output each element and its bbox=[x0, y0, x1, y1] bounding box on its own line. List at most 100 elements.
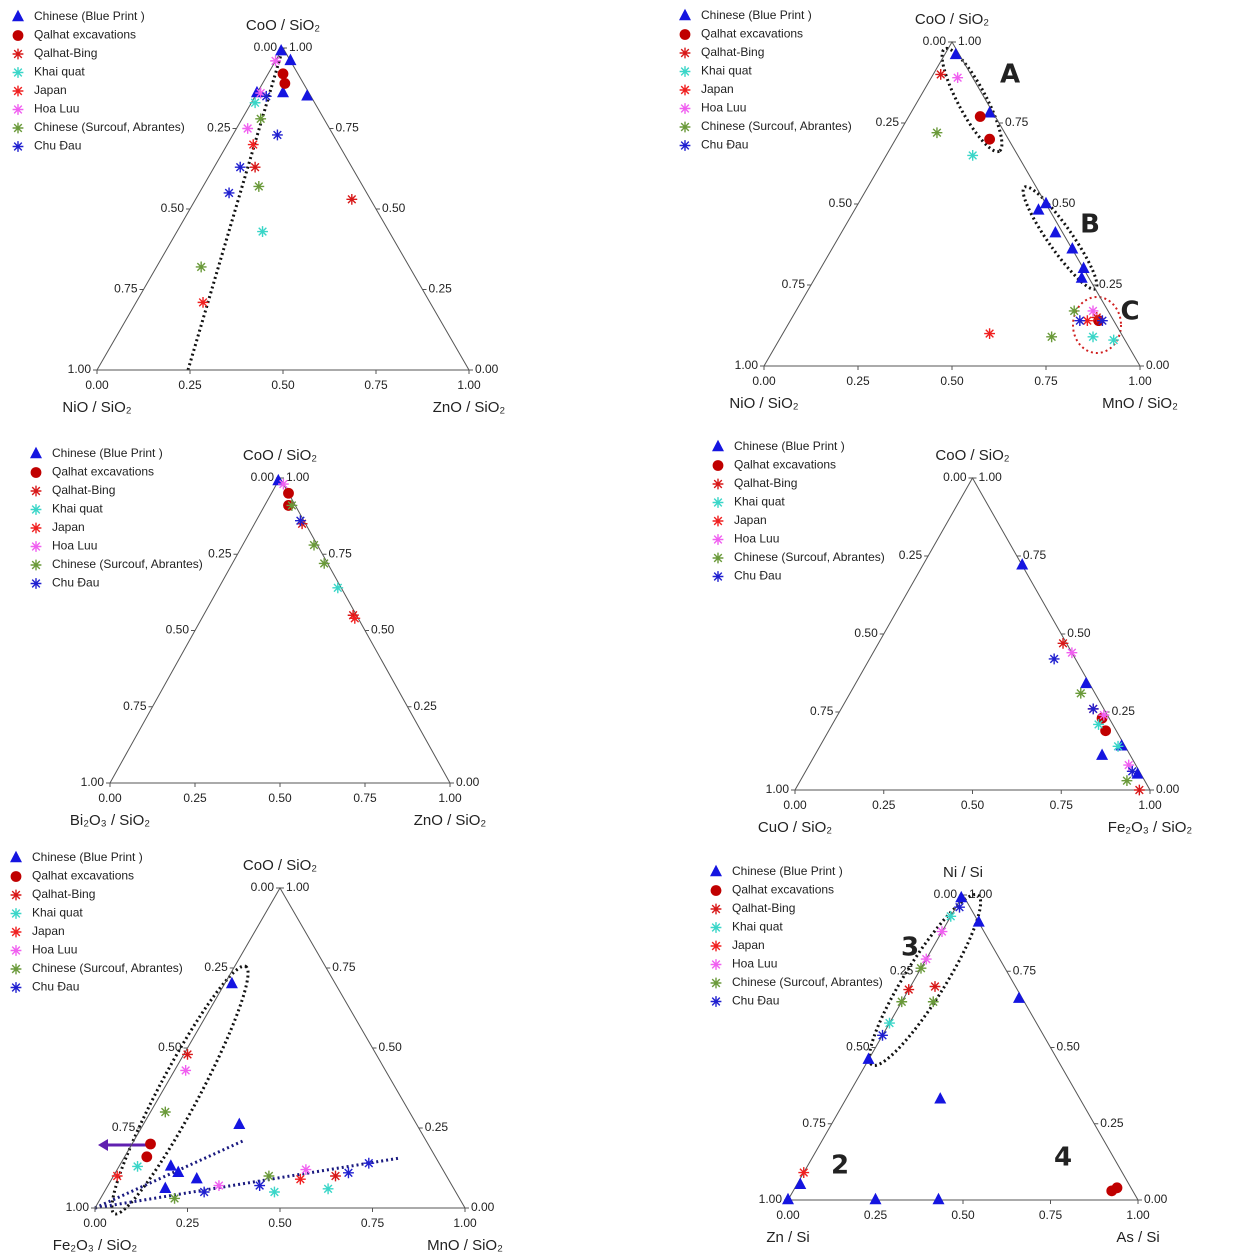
right-tick-label: 0.50 bbox=[382, 201, 406, 215]
legend-label: Qalhat excavations bbox=[734, 458, 836, 472]
legend-label: Japan bbox=[34, 83, 67, 97]
star-marker bbox=[1087, 331, 1099, 343]
circle-marker bbox=[679, 29, 691, 40]
star-marker bbox=[710, 940, 722, 952]
left-tick-label: 1.00 bbox=[766, 782, 790, 796]
legend-label: Chu Đau bbox=[34, 139, 81, 153]
star-marker bbox=[710, 922, 722, 933]
bottom-tick-label: 1.00 bbox=[438, 791, 462, 805]
bottom-tick-label: 0.75 bbox=[361, 1216, 385, 1230]
bottom-tick-label: 0.75 bbox=[364, 378, 388, 392]
left-tick-label: 0.75 bbox=[782, 277, 806, 291]
triangle-marker bbox=[983, 106, 996, 118]
star-marker bbox=[712, 478, 724, 490]
legend-label: Chinese (Surcouf, Abrantes) bbox=[34, 120, 185, 134]
left-tick-label: 1.00 bbox=[81, 775, 105, 789]
star-marker bbox=[710, 977, 722, 989]
top-axis-label: Ni / Si bbox=[943, 864, 983, 881]
star-marker bbox=[903, 984, 915, 995]
legend-label: Khai quat bbox=[732, 920, 783, 934]
triangle-marker bbox=[1016, 558, 1029, 570]
left-tick-label: 0.50 bbox=[158, 1040, 182, 1054]
right-tick-label: 1.00 bbox=[286, 470, 310, 484]
right-axis-label: Fe₂O₃ / SiO₂ bbox=[1108, 819, 1193, 836]
star-marker bbox=[363, 1157, 375, 1169]
star-marker bbox=[30, 541, 42, 552]
triangle-marker bbox=[275, 44, 288, 56]
legend-label: Japan bbox=[732, 938, 765, 952]
triangle-marker bbox=[30, 446, 42, 459]
triangle-marker bbox=[284, 53, 297, 66]
circle-marker bbox=[1100, 725, 1112, 737]
star-marker bbox=[30, 559, 42, 571]
top-axis-label: CoO / SiO₂ bbox=[915, 11, 989, 28]
triangle-marker bbox=[10, 850, 22, 863]
right-tick-label: 0.50 bbox=[379, 1040, 403, 1054]
right-tick-label: 0.50 bbox=[1067, 626, 1091, 640]
star-marker bbox=[254, 1180, 266, 1191]
star-marker bbox=[1108, 334, 1120, 346]
star-marker bbox=[253, 181, 265, 192]
legend-label: Chinese (Surcouf, Abrantes) bbox=[701, 119, 852, 133]
right-tick-label: 0.50 bbox=[1052, 196, 1076, 210]
left-tick-label: 0.25 bbox=[876, 115, 900, 129]
left-tick-label: 0.50 bbox=[854, 626, 878, 640]
star-marker bbox=[984, 328, 995, 339]
right-tick-label: 0.50 bbox=[371, 623, 395, 637]
bottom-tick-label: 0.00 bbox=[776, 1208, 800, 1222]
left-tick-label: 0.75 bbox=[810, 704, 834, 718]
triangle-marker bbox=[1066, 242, 1079, 254]
star-marker bbox=[1048, 653, 1060, 665]
triangle-marker bbox=[972, 915, 985, 927]
left-tick-label: 0.25 bbox=[207, 121, 231, 135]
left-tick-label: 1.00 bbox=[735, 358, 759, 372]
left-axis-label: Zn / Si bbox=[766, 1229, 809, 1246]
triangle-marker bbox=[1077, 261, 1090, 273]
right-tick-label: 0.50 bbox=[1057, 1040, 1081, 1054]
right-tick-label: 1.00 bbox=[979, 470, 1003, 484]
circle-marker bbox=[974, 111, 986, 122]
bottom-tick-label: 0.25 bbox=[872, 798, 896, 812]
star-marker bbox=[234, 161, 246, 173]
star-marker bbox=[1123, 759, 1135, 771]
star-marker bbox=[1075, 687, 1087, 699]
right-tick-label: 0.75 bbox=[332, 960, 356, 974]
right-axis-label: MnO / SiO₂ bbox=[427, 1237, 503, 1254]
star-marker bbox=[679, 84, 691, 96]
legend-label: Khai quat bbox=[52, 502, 103, 516]
annotation: A bbox=[1000, 60, 1020, 90]
right-axis-label: ZnO / SiO₂ bbox=[433, 399, 506, 416]
legend-label: Chu Đau bbox=[701, 138, 748, 152]
star-marker bbox=[111, 1170, 123, 1182]
star-marker bbox=[242, 123, 254, 134]
bottom-tick-label: 0.50 bbox=[271, 378, 295, 392]
group-outline bbox=[110, 964, 250, 1216]
left-tick-label: 0.50 bbox=[166, 623, 190, 637]
triangle-marker bbox=[164, 1159, 177, 1171]
legend-label: Qalhat excavations bbox=[34, 28, 136, 42]
legend-label: Hoa Luu bbox=[52, 539, 97, 553]
legend-label: Chinese (Surcouf, Abrantes) bbox=[52, 557, 203, 571]
legend-label: Japan bbox=[734, 513, 767, 527]
legend-label: Qalhat excavations bbox=[52, 465, 154, 479]
bottom-tick-label: 0.75 bbox=[1034, 374, 1058, 388]
top-axis-label: CoO / SiO₂ bbox=[935, 447, 1009, 464]
bottom-tick-label: 1.00 bbox=[1128, 374, 1152, 388]
left-tick-label: 0.00 bbox=[943, 470, 967, 484]
right-axis-label: ZnO / SiO₂ bbox=[414, 812, 487, 829]
legend-label: Khai quat bbox=[734, 495, 785, 509]
right-tick-label: 0.25 bbox=[425, 1120, 449, 1134]
triangle-marker bbox=[1131, 767, 1144, 779]
star-marker bbox=[332, 582, 344, 594]
triangle-marker bbox=[1040, 196, 1052, 209]
right-axis-label: MnO / SiO₂ bbox=[1102, 395, 1178, 412]
star-marker bbox=[330, 1170, 341, 1182]
circle-marker bbox=[710, 885, 722, 896]
top-axis-label: CoO / SiO₂ bbox=[243, 447, 317, 464]
circle-marker bbox=[12, 30, 24, 41]
trend-line bbox=[94, 1156, 401, 1210]
star-marker bbox=[967, 150, 979, 161]
right-tick-label: 0.75 bbox=[1023, 548, 1047, 562]
legend-label: Khai quat bbox=[701, 64, 752, 78]
bottom-tick-label: 1.00 bbox=[1138, 798, 1162, 812]
